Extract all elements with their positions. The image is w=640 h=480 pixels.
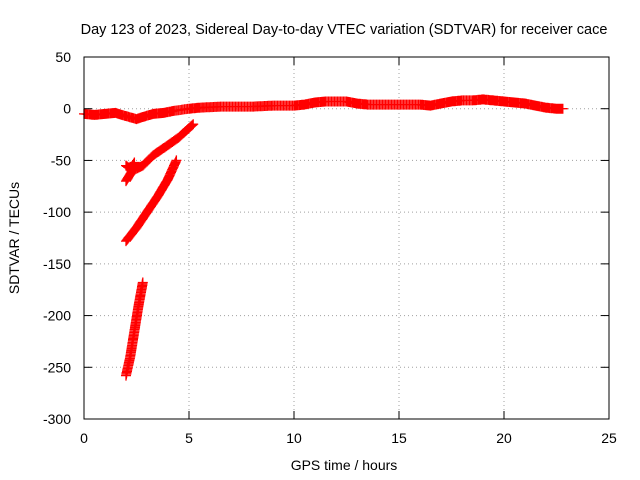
y-axis-label: SDTVAR / TECUs [6,182,22,294]
series-arc-1 [121,119,199,187]
x-tick-label: 0 [80,430,88,446]
x-tick-label: 5 [185,430,193,446]
y-tick-label: -100 [43,204,71,220]
x-tick-label: 25 [601,430,617,446]
plus-markers [121,277,148,381]
y-tick-label: -200 [43,308,71,324]
data-points [79,94,568,381]
series-arc-4 [121,277,148,381]
plot-frame [83,56,610,420]
plus-markers [121,119,199,187]
series-arc-3 [121,155,182,247]
y-tick-label: 50 [55,49,71,65]
y-tick-label: -300 [43,411,71,427]
x-tick-label: 10 [286,430,302,446]
grid-lines [84,57,609,419]
y-tick-label: -250 [43,359,71,375]
series-arc-2 [121,157,140,174]
y-tick-label: -150 [43,256,71,272]
y-tick-label: 0 [63,101,71,117]
x-tick-label: 20 [496,430,512,446]
axis-ticks: 0 5 10 15 20 25 -300 -250 -200 -150 -100 -50 0 50 [43,49,617,446]
y-tick-label: -50 [51,152,71,168]
series-main [79,94,568,125]
chart-title: Day 123 of 2023, Sidereal Day-to-day VTE… [81,22,608,38]
x-tick-label: 15 [391,430,407,446]
plus-markers [121,155,182,247]
plus-markers [121,157,140,174]
x-axis-label: GPS time / hours [291,457,398,473]
plus-markers [79,94,568,125]
